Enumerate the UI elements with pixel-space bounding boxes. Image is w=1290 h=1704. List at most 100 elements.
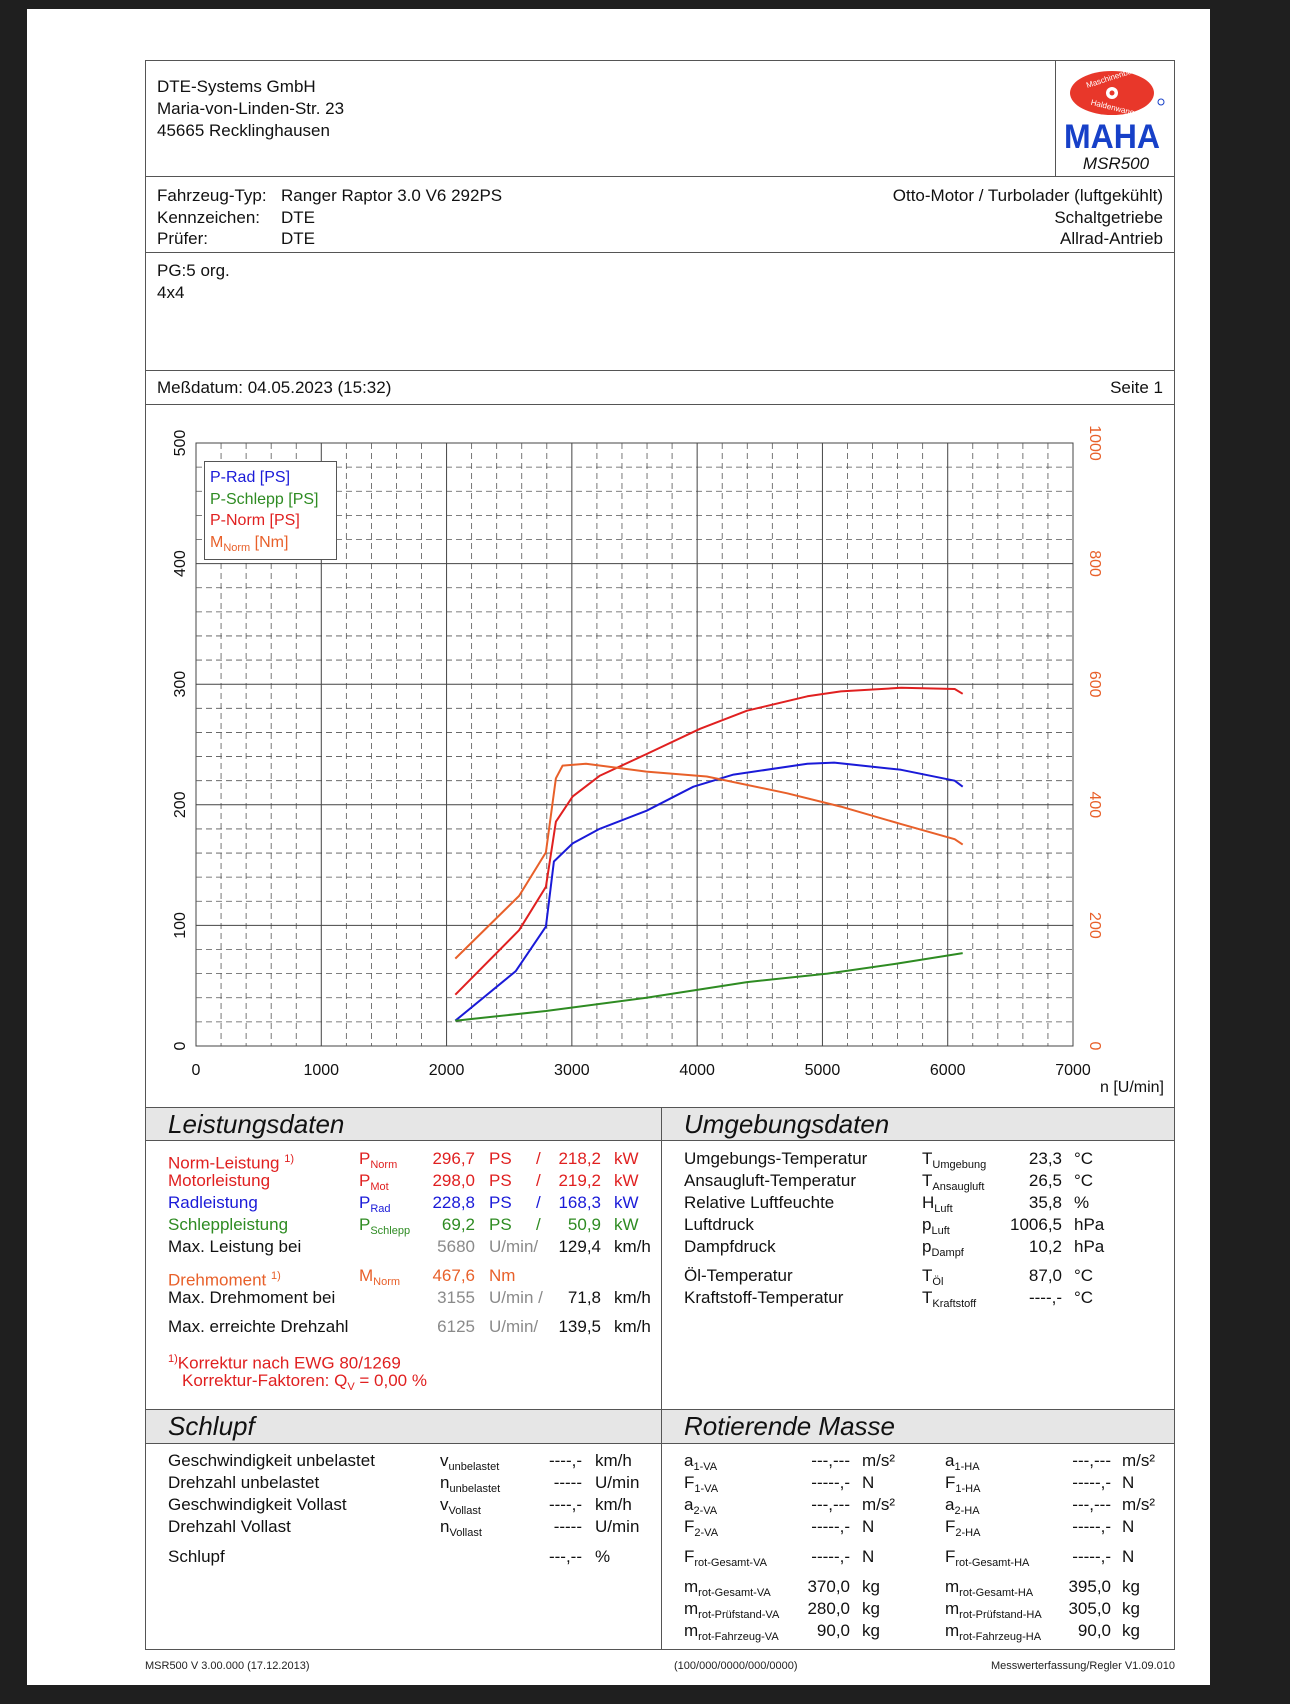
mass-value: 305,0 bbox=[1068, 1599, 1111, 1618]
env-symbol: TUmgebung bbox=[922, 1149, 987, 1171]
max-torque-label: Max. Drehmoment bei bbox=[168, 1288, 336, 1307]
mass-symbol: a1-VA bbox=[684, 1451, 718, 1473]
section-title-rotierende-masse: Rotierende Masse bbox=[662, 1410, 1174, 1443]
slip-label: Geschwindigkeit unbelastet bbox=[168, 1451, 375, 1470]
env-value: 35,8 bbox=[1028, 1193, 1062, 1212]
mass-symbol: F1-VA bbox=[684, 1473, 719, 1495]
unit-label: m/s² bbox=[862, 1451, 896, 1470]
divider bbox=[145, 176, 1175, 177]
x-tick-label: 1000 bbox=[303, 1062, 339, 1079]
power-symbol: PNorm bbox=[359, 1149, 398, 1171]
max-rpm-label: Max. erreichte Drehzahl bbox=[168, 1317, 349, 1336]
divider bbox=[145, 1107, 1175, 1108]
unit-label: PS bbox=[489, 1193, 512, 1212]
mass-value: ---,--- bbox=[811, 1451, 850, 1470]
env-label: Öl-Temperatur bbox=[684, 1266, 793, 1285]
divider bbox=[145, 1409, 1175, 1410]
mass-symbol: mrot-Fahrzeug-VA bbox=[684, 1621, 779, 1643]
slip-value: ---,-- bbox=[548, 1547, 582, 1566]
env-symbol: TÖl bbox=[922, 1266, 944, 1288]
mass-symbol: mrot-Fahrzeug-HA bbox=[945, 1621, 1042, 1643]
env-label: Dampfdruck bbox=[684, 1237, 776, 1256]
mass-symbol: F1-HA bbox=[945, 1473, 981, 1495]
max-rpm-rpm: 6125 bbox=[437, 1317, 475, 1336]
unit-label: kg bbox=[1122, 1599, 1140, 1618]
separator: / bbox=[536, 1215, 541, 1234]
power-ps-value: 296,7 bbox=[432, 1149, 475, 1168]
unit-label: kW bbox=[614, 1171, 639, 1190]
env-label: Umgebungs-Temperatur bbox=[684, 1149, 868, 1168]
mass-symbol: mrot-Gesamt-HA bbox=[945, 1577, 1034, 1599]
legend-m-norm: MNorm [Nm] bbox=[210, 533, 289, 554]
x-tick-label: 3000 bbox=[554, 1062, 590, 1079]
unit-label: U/min bbox=[595, 1517, 640, 1536]
env-value: 87,0 bbox=[1028, 1266, 1062, 1285]
x-tick-label: 6000 bbox=[930, 1062, 966, 1079]
x-tick-label: 2000 bbox=[429, 1062, 465, 1079]
power-label: Schleppleistung bbox=[168, 1215, 289, 1234]
separator: / bbox=[536, 1149, 541, 1168]
max-power-label: Max. Leistung bei bbox=[168, 1237, 302, 1256]
y-right-tick-label: 1000 bbox=[1086, 425, 1103, 461]
x-tick-label: 0 bbox=[192, 1062, 201, 1079]
y-right-tick-label: 400 bbox=[1086, 791, 1103, 818]
mass-value: -----,- bbox=[1072, 1547, 1111, 1566]
divider bbox=[145, 252, 1175, 253]
unit-label: U/min/ bbox=[489, 1317, 539, 1336]
power-label: Motorleistung bbox=[168, 1171, 271, 1190]
max-torque-speed: 71,8 bbox=[567, 1288, 601, 1307]
y-right-tick-label: 0 bbox=[1086, 1042, 1103, 1051]
unit-label: °C bbox=[1074, 1288, 1094, 1307]
env-label: Luftdruck bbox=[684, 1215, 754, 1234]
y-right-tick-label: 800 bbox=[1086, 550, 1103, 577]
power-kw-value: 168,3 bbox=[558, 1193, 601, 1212]
slip-value: ----,- bbox=[548, 1451, 582, 1470]
company-name: DTE-Systems GmbH bbox=[157, 77, 316, 96]
x-tick-label: 7000 bbox=[1055, 1062, 1091, 1079]
note-line: 4x4 bbox=[157, 283, 185, 302]
y-left-tick-label: 400 bbox=[172, 550, 189, 577]
power-kw-value: 219,2 bbox=[558, 1171, 601, 1190]
unit-label: °C bbox=[1074, 1266, 1094, 1285]
section-title-umgebungsdaten: Umgebungsdaten bbox=[662, 1108, 1174, 1141]
env-value: 10,2 bbox=[1028, 1237, 1062, 1256]
section-title-schlupf: Schlupf bbox=[146, 1410, 661, 1443]
divider bbox=[145, 1140, 1175, 1141]
model-label: MSR500 bbox=[1082, 154, 1150, 173]
power-label: Norm-Leistung 1) bbox=[168, 1153, 295, 1173]
mass-value: 370,0 bbox=[807, 1577, 850, 1596]
chart-legend: P-Rad [PS] P-Schlepp [PS] P-Norm [PS] MN… bbox=[204, 461, 337, 560]
mass-symbol: a2-HA bbox=[945, 1495, 980, 1517]
mass-symbol: Frot-Gesamt-HA bbox=[945, 1547, 1030, 1569]
y-left-tick-label: 200 bbox=[172, 791, 189, 818]
separator: / bbox=[536, 1171, 541, 1190]
unit-label: kg bbox=[862, 1599, 880, 1618]
mass-symbol: a2-VA bbox=[684, 1495, 718, 1517]
env-label: Kraftstoff-Temperatur bbox=[684, 1288, 844, 1307]
unit-label: N bbox=[1122, 1517, 1135, 1536]
slip-value: ----,- bbox=[548, 1495, 582, 1514]
mass-symbol: mrot-Gesamt-VA bbox=[684, 1577, 771, 1599]
unit-label: kW bbox=[614, 1215, 639, 1234]
slip-label: Drehzahl unbelastet bbox=[168, 1473, 320, 1492]
company-city: 45665 Recklinghausen bbox=[157, 121, 330, 140]
unit-label: N bbox=[862, 1473, 875, 1492]
mass-symbol: F2-VA bbox=[684, 1517, 719, 1539]
plate-value: DTE bbox=[281, 208, 315, 227]
unit-label: °C bbox=[1074, 1149, 1094, 1168]
unit-label: PS bbox=[489, 1171, 512, 1190]
slip-symbol: vVollast bbox=[440, 1495, 481, 1517]
mass-value: ---,--- bbox=[1072, 1495, 1111, 1514]
mass-value: 395,0 bbox=[1068, 1577, 1111, 1596]
unit-label: km/h bbox=[614, 1317, 651, 1336]
unit-label: hPa bbox=[1074, 1215, 1105, 1234]
divider bbox=[145, 1443, 1175, 1444]
env-symbol: pLuft bbox=[922, 1215, 950, 1237]
slip-label: Drehzahl Vollast bbox=[168, 1517, 291, 1536]
mass-value: -----,- bbox=[811, 1517, 850, 1536]
plot-area bbox=[195, 442, 1074, 1047]
svg-text:MAHA: MAHA bbox=[1064, 118, 1160, 156]
unit-label: km/h bbox=[595, 1495, 632, 1514]
unit-label: m/s² bbox=[1122, 1495, 1156, 1514]
mass-symbol: mrot-Prüfstand-HA bbox=[945, 1599, 1042, 1621]
